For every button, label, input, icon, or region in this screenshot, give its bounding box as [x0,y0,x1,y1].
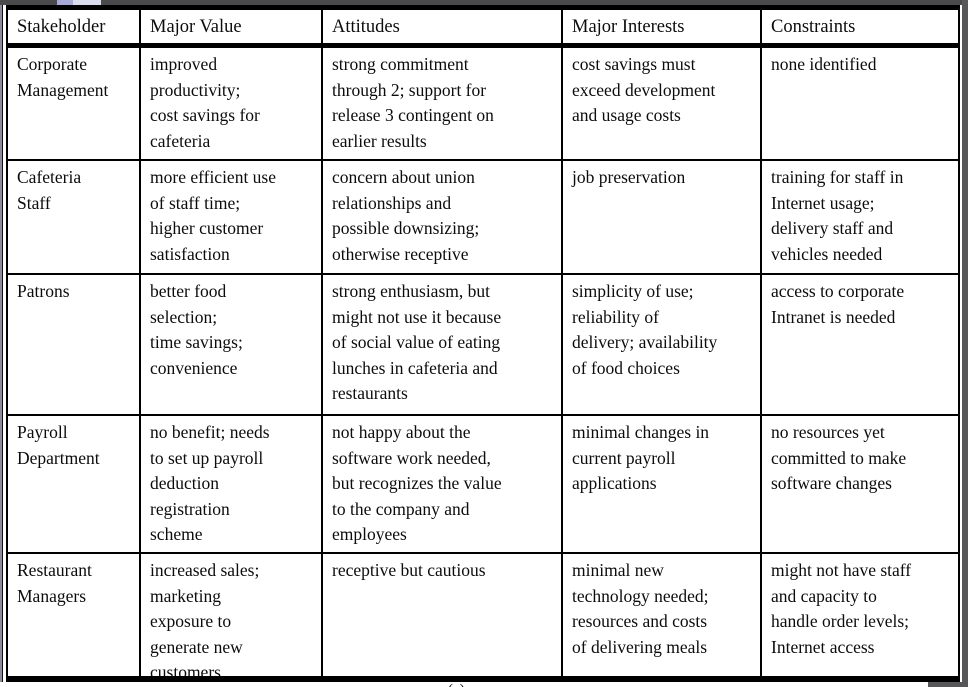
cell-major-interests: cost savings must exceed development and… [563,48,762,159]
cell-attitudes: strong enthusiasm, but might not use it … [323,275,563,414]
cell-stakeholder: Cafeteria Staff [8,161,141,273]
column-header-major-value: Major Value [141,10,323,43]
cell-major-value: no benefit; needs to set up payroll dedu… [141,416,323,552]
column-header-stakeholder: Stakeholder [8,10,141,43]
cell-constraints: access to corporate Intranet is needed [771,281,905,327]
window-chrome-sliver-bottom-right [928,682,968,687]
cell-stakeholder: Corporate Management [8,48,141,159]
column-header-major-interests: Major Interests [563,10,762,43]
table-outer-rule [2,5,3,682]
cell-constraints: no resources yet committed to make softw… [771,422,907,493]
cell-major-interests: job preservation [563,161,762,273]
cell-attitudes: not happy about the software work needed… [323,416,563,552]
table-row-cafeteria-staff: Cafeteria Staff more efficient use of st… [8,161,958,275]
cell-attitudes: strong commitment through 2; support for… [323,48,563,159]
table-row-corporate-management: Corporate Management improved productivi… [8,48,958,161]
caption-text: (a) [448,683,508,687]
cell-stakeholder: Payroll Department [8,416,141,552]
cell-major-value: improved productivity; cost savings for … [141,48,323,159]
chrome-accent-segment [57,0,73,5]
cell-major-interests: minimal changes in current payroll appli… [563,416,762,552]
cell-stakeholder: Restaurant Managers [8,554,141,676]
cell-constraints: none identified [771,54,877,74]
clipped-caption: (a) [448,683,508,687]
cell-major-value: better food selection; time savings; con… [141,275,323,414]
cell-major-value: increased sales; marketing exposure to g… [141,554,323,676]
chrome-light-segment [73,0,101,5]
cell-stakeholder: Patrons [8,275,141,414]
cell-major-interests: minimal new technology needed; resources… [563,554,762,676]
cell-constraints: might not have staff and capacity to han… [771,560,912,657]
table-row-payroll-department: Payroll Department no benefit; needs to … [8,416,958,554]
cell-attitudes: receptive but cautious [323,554,563,676]
stakeholder-analysis-table: Stakeholder Major Value Attitudes Major … [6,5,960,682]
cell-constraints: training for staff in Internet usage; de… [771,167,904,264]
cell-attitudes: concern about union relationships and po… [323,161,563,273]
table-row-restaurant-managers: Restaurant Managers increased sales; mar… [8,554,958,676]
table-header-row: Stakeholder Major Value Attitudes Major … [8,10,958,48]
cell-major-interests: simplicity of use; reliability of delive… [563,275,762,414]
table-row-patrons: Patrons better food selection; time savi… [8,275,958,416]
column-header-attitudes: Attitudes [323,10,563,43]
window-chrome-sliver-right [962,0,968,687]
column-header-constraints: Constraints [771,17,856,37]
window-chrome-sliver-top [0,0,968,5]
cell-major-value: more efficient use of staff time; higher… [141,161,323,273]
window-chrome-sliver-left [0,5,2,682]
